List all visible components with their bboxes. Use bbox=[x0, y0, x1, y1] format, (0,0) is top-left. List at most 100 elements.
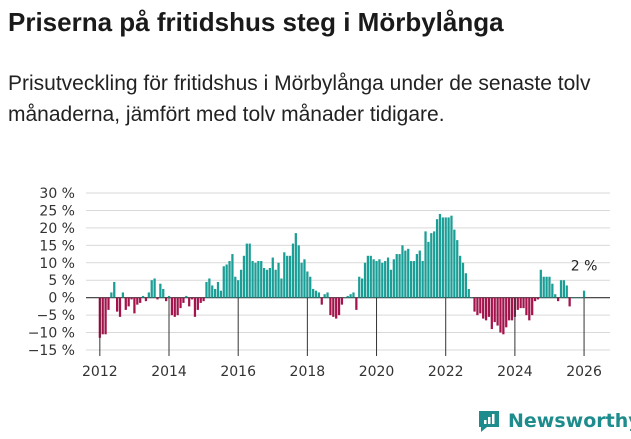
y-tick-label: −5 % bbox=[37, 308, 75, 324]
bar bbox=[144, 297, 148, 302]
bar bbox=[127, 297, 130, 307]
bar bbox=[568, 297, 571, 307]
x-tick-label: 2016 bbox=[220, 364, 256, 380]
bar-series bbox=[98, 213, 586, 338]
bar bbox=[320, 297, 323, 305]
bar bbox=[211, 285, 214, 298]
bar bbox=[205, 281, 208, 298]
bar bbox=[424, 231, 427, 298]
bar bbox=[225, 264, 228, 298]
bar bbox=[458, 255, 462, 298]
bar bbox=[386, 257, 390, 298]
bar bbox=[412, 261, 416, 298]
y-tick-label: −10 % bbox=[28, 326, 75, 342]
x-tick-label: 2024 bbox=[497, 364, 533, 380]
data-labels: 2 % bbox=[571, 259, 598, 275]
bar bbox=[421, 261, 424, 298]
bar bbox=[222, 266, 225, 298]
bar bbox=[493, 297, 496, 323]
bar bbox=[444, 217, 447, 298]
bar bbox=[548, 276, 551, 298]
bar bbox=[141, 295, 145, 298]
bar bbox=[170, 297, 174, 316]
bar bbox=[528, 297, 531, 321]
bar bbox=[505, 297, 508, 328]
bar bbox=[185, 295, 188, 298]
bar bbox=[525, 297, 528, 316]
bar bbox=[332, 297, 335, 317]
bar bbox=[326, 292, 329, 298]
bar bbox=[522, 297, 525, 309]
bar bbox=[343, 297, 346, 299]
bar bbox=[404, 250, 407, 298]
bar bbox=[473, 297, 476, 312]
bar bbox=[263, 268, 266, 298]
bar bbox=[470, 297, 473, 299]
bar bbox=[574, 297, 577, 299]
bar bbox=[199, 297, 202, 303]
bar bbox=[375, 261, 378, 298]
bar bbox=[487, 297, 491, 317]
x-tick-label: 2014 bbox=[151, 364, 187, 380]
bar bbox=[323, 294, 326, 298]
bar bbox=[418, 250, 421, 298]
bar bbox=[280, 278, 283, 298]
bar bbox=[312, 288, 315, 298]
bar bbox=[435, 219, 439, 298]
chart-subtitle: Prisutveckling för fritidshus i Mörbylån… bbox=[8, 72, 591, 126]
bar bbox=[496, 297, 499, 326]
bar bbox=[352, 292, 355, 298]
bar bbox=[297, 245, 300, 298]
bar bbox=[283, 252, 286, 298]
bar bbox=[237, 280, 240, 298]
bar bbox=[441, 217, 444, 298]
bar bbox=[214, 288, 217, 298]
bar bbox=[118, 297, 122, 317]
brand-name: Newsworthy bbox=[508, 410, 631, 432]
bar bbox=[248, 243, 251, 298]
bar bbox=[133, 297, 136, 314]
bar bbox=[317, 292, 321, 298]
bar bbox=[577, 297, 580, 299]
y-tick-label: 10 % bbox=[39, 256, 75, 272]
bar bbox=[430, 233, 433, 298]
bar bbox=[196, 297, 199, 310]
bar bbox=[165, 297, 168, 302]
brand-logo: Newsworthy bbox=[476, 406, 631, 436]
bar bbox=[389, 269, 393, 298]
bar bbox=[479, 297, 482, 314]
bar bbox=[355, 297, 358, 310]
bar bbox=[415, 254, 419, 298]
x-tick-label: 2020 bbox=[359, 364, 395, 380]
bar bbox=[381, 262, 384, 298]
bar bbox=[519, 297, 522, 309]
bar bbox=[363, 262, 367, 298]
bar bbox=[482, 297, 485, 319]
y-tick-label: 30 % bbox=[39, 186, 75, 202]
bar bbox=[358, 276, 361, 298]
bar bbox=[121, 292, 125, 298]
bar bbox=[190, 297, 194, 300]
bar bbox=[159, 283, 162, 298]
bar bbox=[571, 297, 574, 299]
bar bbox=[245, 243, 248, 298]
bar bbox=[456, 240, 459, 298]
bar bbox=[554, 294, 557, 298]
bar bbox=[453, 229, 456, 298]
bar bbox=[372, 259, 375, 298]
gridlines bbox=[86, 192, 610, 351]
bar bbox=[510, 297, 514, 321]
bar bbox=[251, 261, 254, 298]
bar bbox=[147, 292, 150, 298]
bar bbox=[193, 297, 197, 317]
bar bbox=[208, 278, 211, 298]
bar bbox=[407, 248, 410, 298]
bar bbox=[499, 297, 502, 333]
bar bbox=[401, 245, 404, 298]
bar bbox=[231, 254, 234, 298]
bar bbox=[110, 292, 113, 298]
bar bbox=[384, 261, 387, 298]
bar bbox=[346, 295, 349, 298]
bar bbox=[531, 297, 534, 316]
bar bbox=[580, 297, 583, 299]
